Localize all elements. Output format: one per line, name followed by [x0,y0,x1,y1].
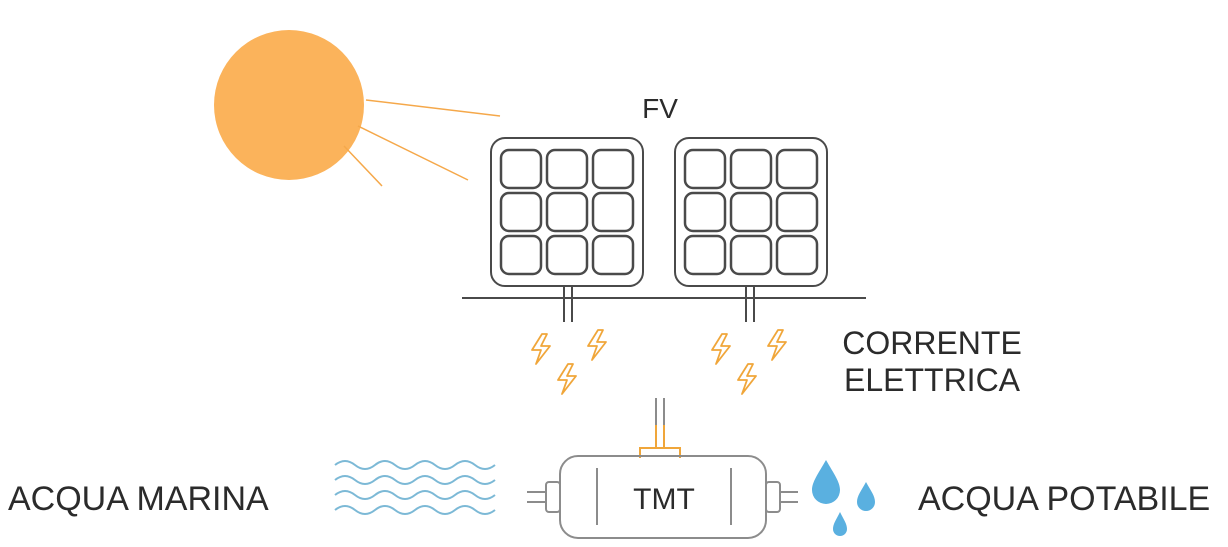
connector [640,398,680,458]
solar-panels [462,138,866,322]
drinking-water-label: ACQUA POTABILE [918,480,1210,518]
current-label: ELETTRICA [844,362,1021,398]
tmt-label: TMT [633,483,695,516]
page: {"labels": {"fv": "FV", "current": ["COR… [0,0,1228,542]
fv-label: FV [642,93,678,124]
drops [812,460,875,536]
waves [335,461,495,514]
current-label: CORRENTE [842,325,1022,361]
diagram: FV CORRENTE ELETTRICA [0,0,1228,542]
sun [214,30,500,186]
sea-water-label: ACQUA MARINA [8,480,269,518]
lightning [532,330,786,394]
